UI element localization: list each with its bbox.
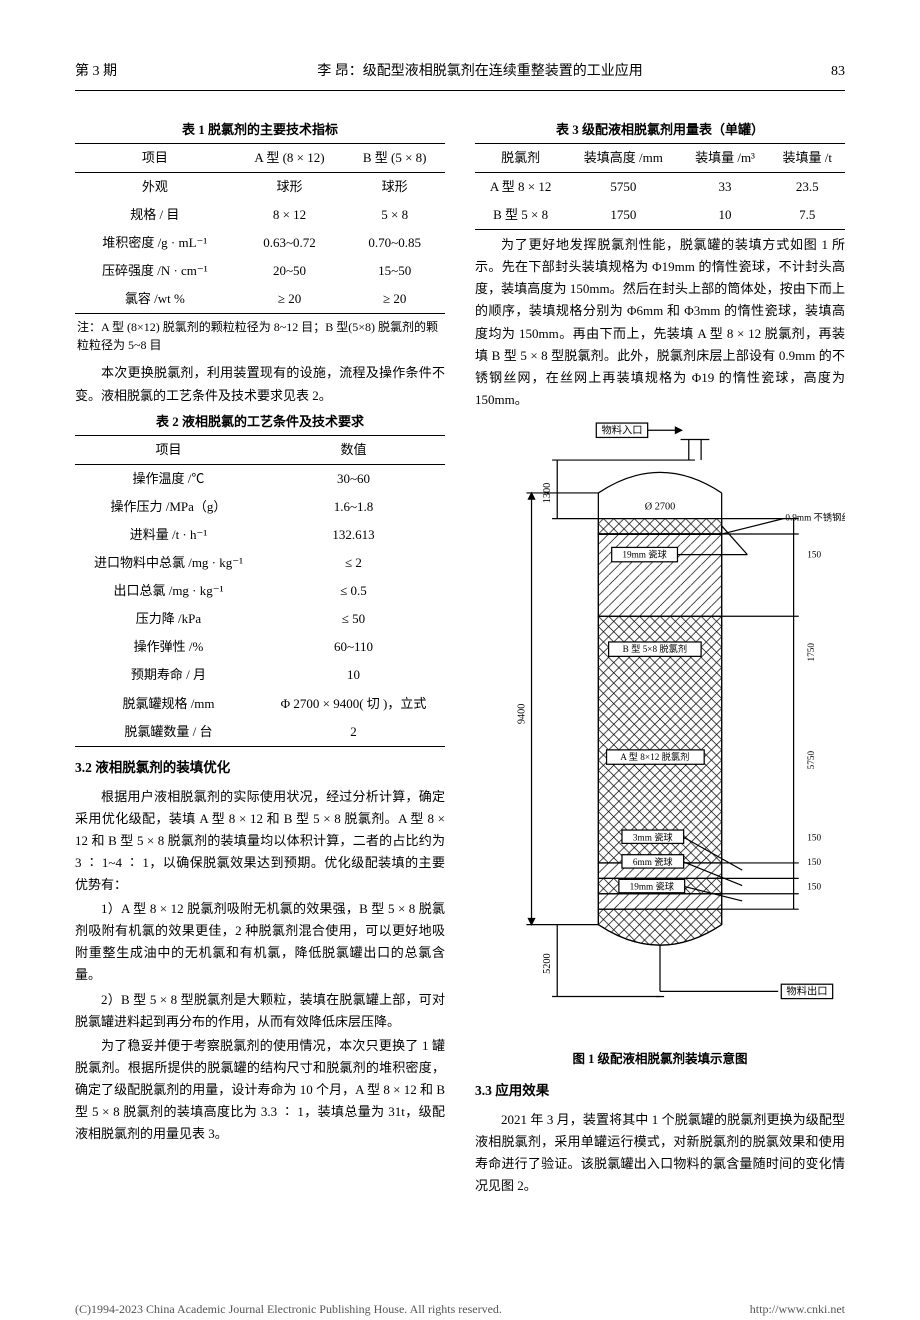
right-column: 表 3 级配液相脱氯剂用量表（单罐） 脱氯剂 装填高度 /mm 装填量 /m³ … (475, 115, 845, 1199)
vessel-svg: 物料入口 (475, 421, 845, 1038)
table2: 项目 数值 操作温度 /℃ 30~60 操作压力 /MPa（g）1.6~1.8 … (75, 435, 445, 747)
t2-r4c0: 出口总氯 /mg · kg⁻¹ (75, 577, 262, 605)
inlet-label: 物料入口 (601, 423, 642, 436)
sec32-p2: 为了稳妥并便于考察脱氯剂的使用情况，本次只更换了 1 罐脱氯剂。根据所提供的脱氯… (75, 1035, 445, 1145)
outlet-label: 物料出口 (786, 984, 827, 997)
t3-col3: 装填量 /t (770, 143, 845, 172)
t1-col1: A 型 (8 × 12) (235, 143, 345, 172)
table2-caption: 表 2 液相脱氯的工艺条件及技术要求 (75, 411, 445, 433)
t1-r4c0: 氯容 /wt % (75, 285, 235, 314)
dim-h-a: 5750 (806, 750, 816, 769)
t2-r0c1: 30~60 (262, 464, 445, 493)
t2-r1c0: 操作压力 /MPa（g） (75, 493, 262, 521)
t1-r2c2: 0.70~0.85 (344, 229, 445, 257)
page-header: 第 3 期 李 昂：级配型液相脱氯剂在连续重整装置的工业应用 83 (75, 60, 845, 91)
dim-top-head: 1300 (542, 483, 553, 504)
t1-r3c0: 压碎强度 /N · cm⁻¹ (75, 257, 235, 285)
copyright-text: (C)1994-2023 China Academic Journal Elec… (75, 1299, 502, 1319)
table1-caption: 表 1 脱氯剂的主要技术指标 (75, 119, 445, 141)
figure1-diagram: 物料入口 (475, 421, 845, 1045)
t1-r1c1: 8 × 12 (235, 201, 345, 229)
figure1-caption: 图 1 级配液相脱氯剂装填示意图 (475, 1049, 845, 1070)
layer-19bot: 19mm 瓷球 (630, 881, 674, 892)
sec33-heading: 3.3 应用效果 (475, 1080, 845, 1103)
t2-r2c0: 进料量 /t · h⁻¹ (75, 521, 262, 549)
dim-total: 9400 (516, 704, 527, 725)
t3-col0: 脱氯剂 (475, 143, 566, 172)
t3-r1c3: 7.5 (770, 201, 845, 230)
t2-r8c1: Φ 2700 × 9400( 切 )，立式 (262, 690, 445, 718)
layer-19top: 19mm 瓷球 (622, 549, 666, 560)
t2-r1c1: 1.6~1.8 (262, 493, 445, 521)
t2-r0c0: 操作温度 /℃ (75, 464, 262, 493)
t1-r1c0: 规格 / 目 (75, 201, 235, 229)
para-after-t3: 为了更好地发挥脱氯剂性能，脱氯罐的装填方式如图 1 所示。先在下部封头装填规格为… (475, 234, 845, 411)
dim-bot-head: 5200 (542, 953, 553, 974)
layer-3: 3mm 瓷球 (633, 831, 673, 842)
t2-r4c1: ≤ 0.5 (262, 577, 445, 605)
t2-r6c0: 操作弹性 /% (75, 633, 262, 661)
t1-r0c2: 球形 (344, 172, 445, 201)
t1-r4c2: ≥ 20 (344, 285, 445, 314)
dim-h-3: 150 (807, 832, 821, 842)
t3-col2: 装填量 /m³ (680, 143, 769, 172)
t1-col0: 项目 (75, 143, 235, 172)
page-number: 83 (805, 60, 845, 84)
sec32-heading: 3.2 液相脱氯剂的装填优化 (75, 757, 445, 780)
t1-r0c1: 球形 (235, 172, 345, 201)
footer-url: http://www.cnki.net (750, 1299, 845, 1319)
t2-col1: 数值 (262, 435, 445, 464)
dim-h-19b: 150 (807, 882, 821, 892)
running-title: 李 昂：级配型液相脱氯剂在连续重整装置的工业应用 (155, 60, 805, 84)
t3-r1c0: B 型 5 × 8 (475, 201, 566, 230)
para-before-t2: 本次更换脱氯剂，利用装置现有的设施，流程及操作条件不变。液相脱氯的工艺条件及技术… (75, 362, 445, 406)
t3-r1c2: 10 (680, 201, 769, 230)
t3-r1c1: 1750 (566, 201, 680, 230)
table1-note: 注：A 型 (8×12) 脱氯剂的颗粒粒径为 8~12 目；B 型(5×8) 脱… (75, 318, 445, 354)
dim-h-top19: 150 (807, 550, 821, 560)
t1-r3c1: 20~50 (235, 257, 345, 285)
t3-col1: 装填高度 /mm (566, 143, 680, 172)
t1-r4c1: ≥ 20 (235, 285, 345, 314)
t1-r1c2: 5 × 8 (344, 201, 445, 229)
dim-h-6: 150 (807, 857, 821, 867)
sec32-li2: 2）B 型 5 × 8 型脱氯剂是大颗粒，装填在脱氯罐上部，可对脱氯罐进料起到再… (75, 989, 445, 1033)
t2-r9c1: 2 (262, 718, 445, 747)
table1: 项目 A 型 (8 × 12) B 型 (5 × 8) 外观 球形 球形 规格 … (75, 143, 445, 315)
t3-r0c2: 33 (680, 172, 769, 201)
t2-r2c1: 132.613 (262, 521, 445, 549)
sec32-p1: 根据用户液相脱氯剂的实际使用状况，经过分析计算，确定采用优化级配，装填 A 型 … (75, 786, 445, 896)
layer-6: 6mm 瓷球 (633, 856, 673, 867)
t2-r3c1: ≤ 2 (262, 549, 445, 577)
t2-r5c1: ≤ 50 (262, 605, 445, 633)
layer-b: B 型 5×8 脱氯剂 (623, 643, 687, 654)
t2-r9c0: 脱氯罐数量 / 台 (75, 718, 262, 747)
t3-r0c0: A 型 8 × 12 (475, 172, 566, 201)
t1-r2c1: 0.63~0.72 (235, 229, 345, 257)
t3-r0c1: 5750 (566, 172, 680, 201)
left-column: 表 1 脱氯剂的主要技术指标 项目 A 型 (8 × 12) B 型 (5 × … (75, 115, 445, 1199)
t2-r8c0: 脱氯罐规格 /mm (75, 690, 262, 718)
layer-a: A 型 8×12 脱氯剂 (620, 751, 689, 762)
page-footer: (C)1994-2023 China Academic Journal Elec… (0, 1299, 920, 1319)
t2-col0: 项目 (75, 435, 262, 464)
dim-h-b: 1750 (806, 643, 816, 662)
t1-r3c2: 15~50 (344, 257, 445, 285)
t1-col2: B 型 (5 × 8) (344, 143, 445, 172)
t2-r7c1: 10 (262, 661, 445, 689)
diameter-label: Ø 2700 (645, 501, 676, 512)
t2-r7c0: 预期寿命 / 月 (75, 661, 262, 689)
table3-caption: 表 3 级配液相脱氯剂用量表（单罐） (475, 119, 845, 141)
t1-r0c0: 外观 (75, 172, 235, 201)
t1-r2c0: 堆积密度 /g · mL⁻¹ (75, 229, 235, 257)
mesh-note: 0.9mm 不锈钢丝网 (785, 512, 845, 523)
t2-r6c1: 60~110 (262, 633, 445, 661)
table3: 脱氯剂 装填高度 /mm 装填量 /m³ 装填量 /t A 型 8 × 12 5… (475, 143, 845, 230)
issue-number: 第 3 期 (75, 60, 155, 84)
sec33-p1: 2021 年 3 月，装置将其中 1 个脱氯罐的脱氯剂更换为级配型液相脱氯剂，采… (475, 1109, 845, 1197)
sec32-li1: 1）A 型 8 × 12 脱氯剂吸附无机氯的效果强，B 型 5 × 8 脱氯剂吸… (75, 898, 445, 986)
t3-r0c3: 23.5 (770, 172, 845, 201)
t2-r5c0: 压力降 /kPa (75, 605, 262, 633)
t2-r3c0: 进口物料中总氯 /mg · kg⁻¹ (75, 549, 262, 577)
